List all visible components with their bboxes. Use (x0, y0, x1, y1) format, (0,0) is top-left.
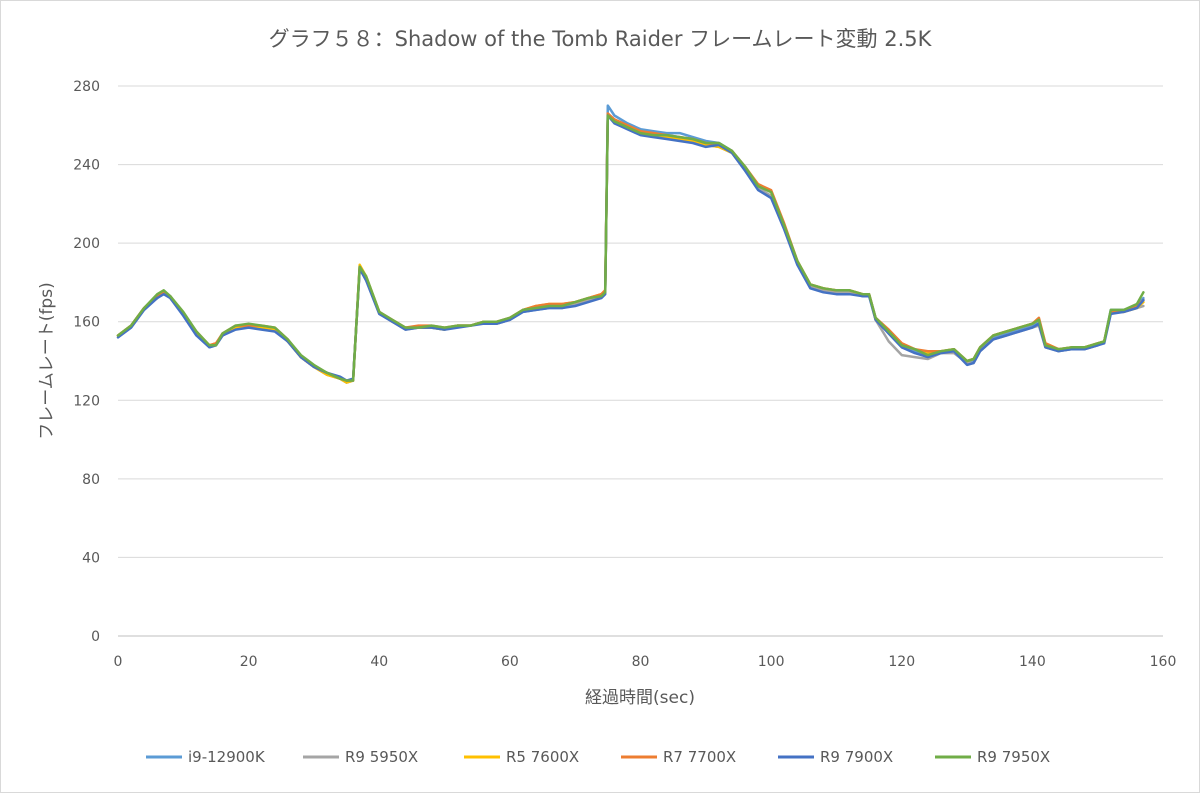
x-tick-label: 60 (501, 654, 519, 670)
x-tick-label: 140 (1019, 654, 1046, 670)
legend-item: R5 7600X (464, 748, 579, 766)
legend-item: R9 7900X (778, 748, 893, 766)
legend-item: R9 5950X (303, 748, 418, 766)
y-tick-label: 280 (73, 79, 100, 95)
legend-label: R5 7600X (506, 748, 579, 766)
x-tick-label: 100 (758, 654, 785, 670)
legend-item: R9 7950X (935, 748, 1050, 766)
y-tick-label: 160 (73, 315, 100, 331)
y-tick-label: 80 (82, 472, 100, 488)
chart-title: グラフ５８：Shadow of the Tomb Raider フレームレート変… (269, 27, 933, 51)
y-tick-label: 40 (82, 550, 100, 566)
x-tick-label: 0 (114, 654, 123, 670)
x-tick-label: 120 (888, 654, 915, 670)
x-tick-label: 80 (632, 654, 650, 670)
y-tick-labels: 0 40 80 120 160 200 240 280 (73, 79, 100, 645)
legend-label: i9-12900K (188, 748, 266, 766)
legend: i9-12900K R9 5950X R5 7600X R7 7700X R9 7900… (146, 748, 1050, 766)
series-line-r9-7950x (116, 114, 1145, 382)
y-axis-title: フレームレート(fps) (37, 282, 57, 439)
x-tick-labels: 0 20 40 60 80 100 120 140 160 (114, 654, 1177, 670)
y-tick-label: 200 (73, 236, 100, 252)
x-tick-label: 40 (370, 654, 388, 670)
legend-label: R9 5950X (345, 748, 418, 766)
legend-label: R7 7700X (663, 748, 736, 766)
series-lines (116, 104, 1145, 384)
legend-label: R9 7900X (820, 748, 893, 766)
legend-label: R9 7950X (977, 748, 1050, 766)
x-axis-title: 経過時間(sec) (585, 688, 695, 708)
legend-item: i9-12900K (146, 748, 266, 766)
y-tick-label: 120 (73, 393, 100, 409)
y-tick-label: 0 (91, 629, 100, 645)
legend-item: R7 7700X (621, 748, 736, 766)
x-tick-label: 160 (1150, 654, 1177, 670)
x-tick-label: 20 (240, 654, 258, 670)
gridlines (118, 85, 1163, 637)
y-tick-label: 240 (73, 158, 100, 174)
series-line-r9-7900x (116, 114, 1145, 382)
